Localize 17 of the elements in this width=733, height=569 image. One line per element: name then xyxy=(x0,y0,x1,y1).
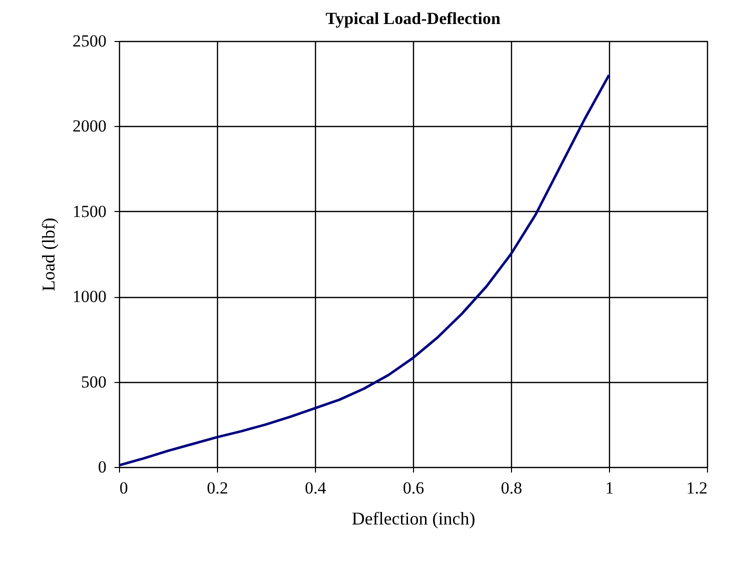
y-tick-label: 2000 xyxy=(72,116,106,136)
chart-title: Typical Load-Deflection xyxy=(326,9,501,28)
line-series xyxy=(118,74,610,467)
y-tick-label: 0 xyxy=(98,458,106,476)
y-tick-label: 2500 xyxy=(72,32,106,50)
x-tick-label: 0.4 xyxy=(304,478,327,498)
x-axis-title: Deflection (inch) xyxy=(352,508,476,528)
y-tick-label: 500 xyxy=(81,372,106,392)
y-axis-title: Load (lbf) xyxy=(38,218,58,292)
x-tick-label: 0 xyxy=(120,478,128,498)
x-tick-label: 0.2 xyxy=(206,478,228,498)
y-tick-label: 1500 xyxy=(72,202,106,221)
x-tick-label: 0.8 xyxy=(500,478,522,498)
x-tick-label: 1 xyxy=(605,478,614,498)
x-tick-label: 0.6 xyxy=(402,478,424,498)
x-tick-label: 1.2 xyxy=(686,478,708,498)
y-tick-label: 1000 xyxy=(72,287,106,306)
